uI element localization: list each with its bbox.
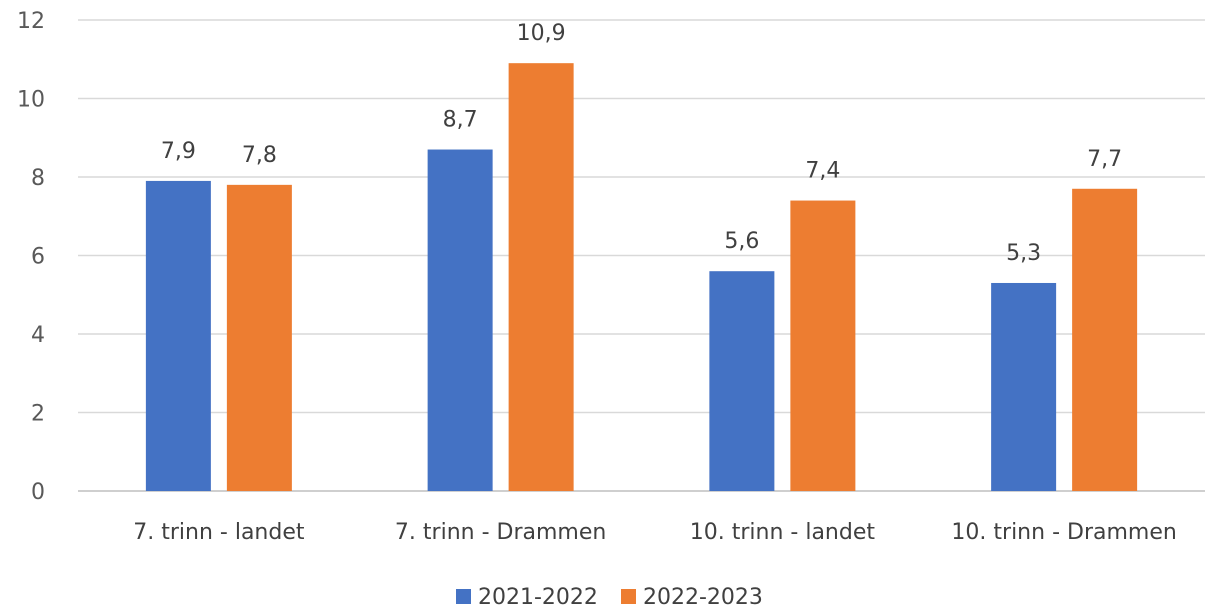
data-label: 7,9 (161, 139, 196, 164)
bar-2021-2022-1 (427, 149, 493, 491)
legend-swatch (621, 589, 636, 604)
data-label: 5,6 (724, 229, 759, 254)
x-tick-label: 7. trinn - landet (133, 520, 305, 545)
y-tick-label: 6 (31, 245, 45, 270)
bar-2022-2023-3 (1072, 188, 1138, 491)
x-tick-label: 7. trinn - Drammen (395, 520, 606, 545)
bar-2022-2023-2 (790, 200, 856, 492)
x-tick-label: 10. trinn - Drammen (951, 520, 1176, 545)
data-label: 7,4 (805, 159, 840, 184)
bar-2022-2023-1 (508, 63, 574, 492)
y-tick-label: 8 (31, 166, 45, 191)
y-tick-label: 12 (17, 9, 45, 34)
y-tick-label: 4 (31, 323, 45, 348)
bar-2021-2022-2 (709, 271, 775, 491)
legend-label: 2022-2023 (643, 585, 763, 610)
y-axis: 0 2 4 6 8 10 12 (17, 9, 45, 505)
data-label: 5,3 (1006, 241, 1041, 266)
bar-2021-2022-3 (991, 282, 1057, 491)
data-label: 8,7 (443, 108, 478, 133)
y-tick-label: 10 (17, 88, 45, 113)
x-tick-label: 10. trinn - landet (690, 520, 876, 545)
data-label: 7,8 (242, 143, 277, 168)
data-labels: 7,9 7,8 8,7 10,9 5,6 7,4 5,3 7,7 (161, 21, 1122, 266)
legend-swatch (456, 589, 471, 604)
y-tick-label: 2 (31, 402, 45, 427)
y-tick-label: 0 (31, 480, 45, 505)
data-label: 10,9 (517, 21, 566, 46)
bar-2021-2022-0 (145, 180, 211, 492)
bar-2022-2023-0 (226, 184, 292, 491)
x-axis: 7. trinn - landet 7. trinn - Drammen 10. t… (133, 520, 1177, 545)
bars (145, 63, 1138, 492)
legend: 2021-2022 2022-2023 (456, 585, 763, 610)
data-label: 7,7 (1087, 147, 1122, 172)
legend-label: 2021-2022 (478, 585, 598, 610)
